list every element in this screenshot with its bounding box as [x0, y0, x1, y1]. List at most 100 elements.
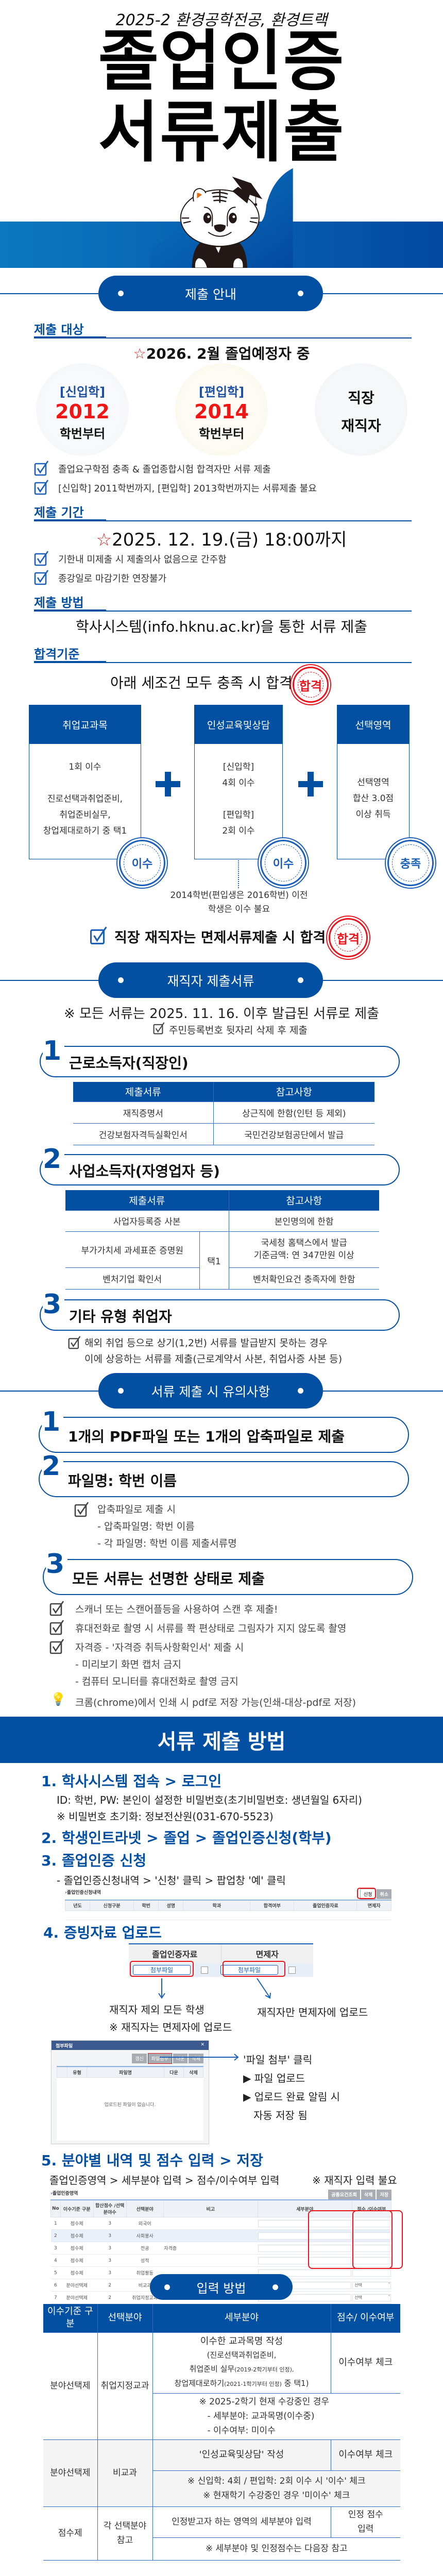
group-number: 3	[43, 1291, 65, 1318]
score-input[interactable]	[352, 2229, 391, 2242]
detail-field-input[interactable]	[258, 2229, 352, 2242]
box-line: 1회 이수	[69, 762, 101, 772]
detail-line: 취업준비 실무	[189, 2364, 235, 2374]
score-input[interactable]	[352, 2242, 391, 2255]
step-3-title: 3. 졸업인증 신청	[41, 1852, 147, 1869]
issue-date-notice: ※ 모든 서류는 2025. 11. 16. 이후 발급된 서류로 제출	[63, 1006, 380, 1022]
cell: 1	[50, 2217, 61, 2230]
col-header: 참고사항	[213, 1082, 374, 1102]
table-row: 벤처기업 확인서 벤처확인요건 충족자에 한함	[65, 1267, 379, 1290]
group-number: 2	[43, 1146, 65, 1173]
col-header: 합산점수 /선택분야수	[93, 2199, 127, 2217]
detail-line: (2021-1학기부터 인정)	[224, 2381, 282, 2387]
detail-line: 이수한 교과목명 작성	[200, 2336, 283, 2347]
tiger-mascot-icon	[180, 176, 263, 268]
shot-title: 졸업인증신청내역	[66, 1890, 101, 1895]
box-line: 취업준비실무,	[59, 810, 111, 820]
box-line: 선택영역	[357, 777, 389, 788]
doc-table-salaried: 제출서류 참고사항 재직증명서 상근직에 한함(인턴 등 제외) 건강보험자격득실확…	[73, 1082, 374, 1145]
note-line: - 세부분야: 교과목명(이수중)	[207, 2411, 315, 2421]
table-row: ※ 세부분야 및 인정점수는 다음장 참고	[43, 2537, 400, 2561]
caution-sub: - 컴퓨터 모니터를 휴대전화로 촬영 금지	[75, 1676, 238, 1687]
employed-pass-text: 직장 재직자는 면제서류제출 시 합격	[114, 930, 326, 946]
box-title: 취업교과목	[29, 705, 141, 744]
section-pill-guide: 제출 안내	[98, 276, 323, 311]
heading-period: 제출 기간	[34, 505, 84, 520]
box-title: 인성교육및상담	[195, 705, 282, 744]
col-header: 점수 /이수여부	[351, 2199, 392, 2217]
arrow-down-icon	[158, 1978, 165, 1999]
caution-text: 모든 서류는 선명한 상태로 제출	[72, 1570, 265, 1587]
delete-button[interactable]: 삭제	[361, 2190, 376, 2199]
doc-group-2-heading: 2 사업소득자(자영업자 등)	[40, 1146, 400, 1185]
col-header: 졸업인증자료	[129, 1944, 222, 1963]
checkbox-icon	[34, 569, 49, 586]
checkbox-icon	[34, 550, 49, 567]
section-pill-input-method: 입력 방법	[150, 2274, 293, 2300]
criteria-type: 분야선택제	[43, 2332, 97, 2440]
table-row: ※ 신입학: 4회 / 편입학: 2회 이수 시 '이수' 체크 ※ 현재학기 …	[43, 2470, 400, 2507]
criteria-lead: 아래 세조건 모두 충족 시 합격	[110, 674, 293, 691]
cancel-button[interactable]: 취소	[377, 1889, 391, 1899]
caution-3: 3 모든 서류는 선명한 상태로 제출	[43, 1551, 413, 1595]
attach-file-button-exempt[interactable]: 첨부파일	[220, 1965, 278, 1975]
doc-note: 기준금액: 연 347만원 이상	[253, 1250, 354, 1261]
note-line: ※ 2025-2학기 현재 수강중인 경우	[199, 2397, 329, 2407]
save-button[interactable]: 저장	[377, 2190, 391, 2199]
heading-underline	[34, 519, 412, 521]
note-line: ※ 신입학: 4회 / 편입학: 2회 이수 시 '이수' 체크	[187, 2476, 366, 2486]
pill-label: 제출 안내	[185, 286, 236, 302]
cell: 점수제	[60, 2266, 94, 2279]
deadline-text: 2025. 12. 19.(금) 18:00까지	[112, 530, 347, 550]
score-input[interactable]: 선택 ˅	[352, 2279, 391, 2292]
cell: 점수제	[60, 2242, 94, 2255]
close-icon[interactable]: ✕	[200, 2042, 205, 2047]
attach-file-button[interactable]: 첨부파일	[133, 1965, 191, 1975]
dotted-connector	[238, 860, 239, 888]
score-input[interactable]	[352, 2217, 391, 2230]
table-row: 점수제 각 선택분야 참고 인정받고자 하는 영역의 세부분야 입력 인정 점수 입…	[43, 2506, 400, 2561]
common-requirements-button[interactable]: 공통요건조회	[328, 2190, 360, 2199]
field-name: 취업지정교과	[97, 2332, 152, 2440]
note-line: ▶ 업로드 완료 알림 시	[243, 2091, 340, 2103]
col-header: 면제자	[255, 1950, 279, 1959]
cell: 2	[93, 2279, 127, 2292]
file-attach-button[interactable]: 파일첨부	[147, 2053, 172, 2064]
detail-field-input[interactable]	[258, 2217, 352, 2230]
cell: 3	[93, 2229, 127, 2242]
col-header: 선택분야	[97, 2304, 152, 2333]
doc-group-1-heading: 1 근로소득자(직장인)	[40, 1038, 400, 1077]
table-row: 분야선택제 비교과 '인성교육및상담' 작성 이수여부 체크	[43, 2439, 400, 2507]
group-title: 기타 유형 취업자	[69, 1308, 172, 1325]
detail-field-input[interactable]	[258, 2254, 352, 2267]
checkbox-icon	[34, 479, 49, 496]
pdf-tip: 크롬(chrome)에서 인쇄 시 pdf로 저장 가능(인쇄-대상-pdf로 …	[75, 1697, 356, 1708]
box-line: [편입학]	[223, 810, 254, 820]
col-header: 제출서류	[73, 1082, 213, 1102]
table-row: 2 점수제 3 사회봉사	[50, 2229, 391, 2242]
score-input[interactable]: 선택 ˅	[352, 2291, 391, 2304]
stamp-text: 합격	[334, 923, 363, 952]
detail-field-input[interactable]	[258, 2242, 352, 2255]
target-lead: ☆2026. 2월 졸업예정자 중	[0, 343, 443, 363]
checkbox[interactable]	[288, 1966, 296, 1974]
col-header: 제출서류	[65, 1190, 229, 1211]
doc-name: 재직증명서	[73, 1101, 213, 1124]
col-header: No	[50, 2199, 61, 2217]
refresh-button[interactable]: 갱신	[132, 2054, 147, 2063]
all-students-note: 재직자 제외 모든 학생 ※ 재직자는 면제자에 업로드	[109, 2001, 232, 2036]
pass-stamp: 합격	[329, 918, 368, 957]
download-button[interactable]: 다운	[173, 2054, 188, 2063]
step-1-title: 1. 학사시스템 접속 > 로그인	[41, 1773, 222, 1790]
table-row: 재직증명서 상근직에 한함(인턴 등 제외)	[73, 1101, 374, 1124]
note-line: 자동 저장 됨	[253, 2109, 308, 2122]
checkbox[interactable]	[201, 1966, 208, 1974]
doc-group-3-heading: 3 기타 유형 취업자	[40, 1291, 400, 1331]
col-header: 신청구분	[90, 1900, 134, 1911]
cell: 사회봉사	[126, 2229, 164, 2242]
chevron-down-icon: ˅	[388, 2282, 390, 2287]
card-suffix: 학번부터	[198, 427, 245, 441]
method-text: 학사시스템(info.hknu.ac.kr)을 통한 서류 제출	[75, 618, 368, 635]
delete-button[interactable]: 삭제	[189, 2054, 203, 2063]
doc-note: 상근직에 한함(인턴 등 제외)	[213, 1101, 374, 1124]
